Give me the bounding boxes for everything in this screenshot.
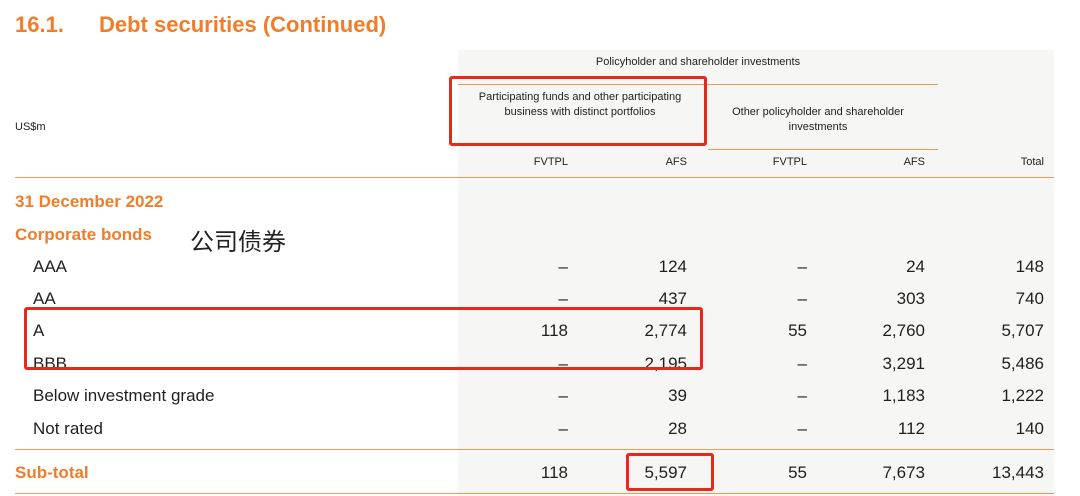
table-cell: 2,760 [882,321,925,340]
group-header: Policyholder and shareholder investments [595,56,801,68]
table-cell: – [797,419,807,438]
table-cell: 303 [896,289,925,308]
table-cell: 55 [788,463,807,482]
table-cell: 124 [658,257,687,276]
row-label: A [33,321,45,340]
table-cell: – [558,386,568,405]
table-cell: 28 [668,419,687,438]
group-header-rule [458,84,938,85]
subtotal-top-rule [15,449,1054,450]
table-cell: 2,774 [644,321,687,340]
row-label: Not rated [33,419,103,438]
subtotal-label: Sub-total [15,463,89,482]
col-header-fvtpl-1: FVTPL [533,156,568,168]
table-cell: – [797,354,807,373]
table-cell: 1,183 [882,386,925,405]
table-cell: 1,222 [1001,386,1044,405]
row-label: AAA [33,257,68,276]
table-cell: 5,707 [1001,321,1044,340]
section-number: 16.1. [15,12,64,37]
table-cell: 5,486 [1001,354,1044,373]
col-header-afs-1: AFS [665,156,687,168]
other-investments-header: Other policyholder and shareholder inves… [732,106,904,133]
table-cell: – [797,386,807,405]
table-cell: 740 [1015,289,1044,308]
table-cell: 118 [540,463,568,482]
table-cell: – [558,419,568,438]
table-cell: 140 [1015,419,1044,438]
table-cell: 112 [897,419,925,438]
section-heading: 16.1. Debt securities (Continued) [15,12,386,38]
table-cell: 39 [668,386,687,405]
table-cell: 148 [1015,257,1044,276]
category-label: Corporate bonds [15,225,152,244]
table-cell: – [797,289,807,308]
table-cell: 55 [788,321,807,340]
chinese-annotation: 公司债券 [190,228,286,256]
other-investments-rule [708,149,938,150]
highlight-box-a-bbb-rows [24,307,703,370]
table-cell: 118 [540,321,568,340]
highlight-box-subtotal-afs [626,453,714,491]
table-cell: 7,673 [882,463,925,482]
table-cell: 437 [658,289,687,308]
col-header-afs-2: AFS [903,156,925,168]
row-label: AA [33,289,56,308]
participating-funds-header: Participating funds and other participat… [478,91,682,118]
table-cell: 5,597 [644,463,687,482]
table-cell: – [558,289,568,308]
table-cell: – [797,257,807,276]
subtotal-bottom-rule [15,493,1054,494]
units-label: US$m [15,121,46,133]
table-cell: – [558,257,568,276]
col-header-total: Total [1020,156,1044,168]
section-title: Debt securities (Continued) [99,12,387,37]
highlight-box-participating-header [449,76,707,146]
date-label: 31 December 2022 [15,192,164,211]
table-cell: 24 [906,257,925,276]
row-label: Below investment grade [33,386,215,405]
table-cell: – [558,354,568,373]
table-cell: 13,443 [992,463,1044,482]
header-bottom-rule [15,177,1054,178]
investments-shaded-panel [458,50,1054,496]
col-header-fvtpl-2: FVTPL [772,156,807,168]
table-cell: 3,291 [882,354,925,373]
